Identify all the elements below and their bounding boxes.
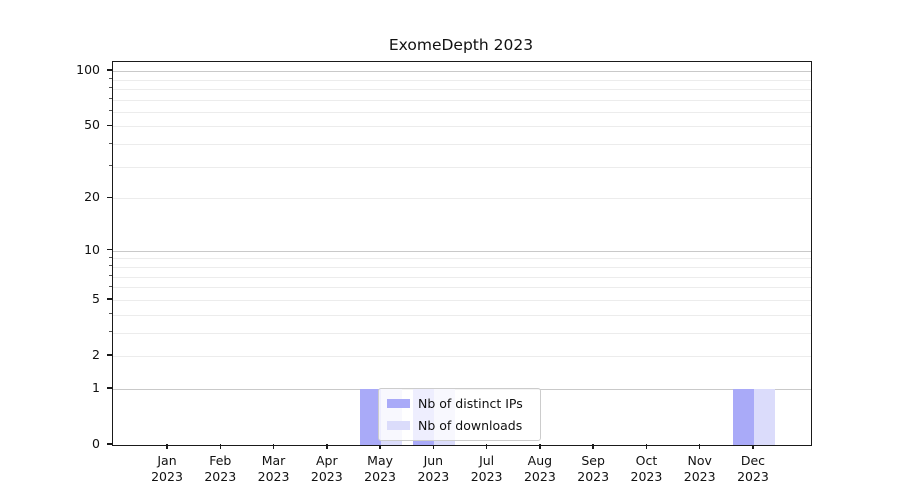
y-minor-tick-mark-90 [109,78,112,80]
gridline-minor [113,166,811,168]
gridline-minor [113,144,811,146]
legend-item-downloads: Nb of downloads [387,418,532,433]
gridline-minor [113,266,811,268]
gridline-50 [113,126,811,128]
gridline-100 [113,71,811,73]
y-minor-tick-mark-80 [109,87,112,89]
x-tick-mark-sep [592,444,594,449]
bar-distinct-ips-may [360,388,382,445]
x-tick-label-jan: Jan 2023 [151,453,183,484]
x-tick-label-oct: Oct 2023 [630,453,663,484]
legend-swatch-distinct-ips-icon [387,399,410,409]
y-tick-label-20: 20 [84,189,100,205]
x-tick-mark-oct [645,444,648,449]
chart-title: ExomeDepth 2023 [388,36,534,54]
gridline-minor [113,276,811,278]
y-tick-mark-2 [107,354,112,356]
x-tick-label-may: May 2023 [364,453,396,484]
x-tick-label-jun: Jun 2023 [417,453,450,484]
y-minor-tick-mark-7 [109,275,112,277]
bar-downloads-dec [753,388,775,445]
x-tick-label-jul: Jul 2023 [470,453,503,484]
y-tick-label-2: 2 [92,346,100,362]
bar-distinct-ips-dec [732,388,754,445]
x-tick-label-sep: Sep 2023 [577,453,610,484]
y-minor-tick-mark-6 [109,285,112,287]
gridline-minor [113,258,811,260]
y-tick-mark-5 [107,298,112,300]
y-tick-label-10: 10 [84,241,100,257]
x-tick-mark-jun [432,444,435,449]
legend-item-distinct-ips: Nb of distinct IPs [387,396,532,411]
y-minor-tick-mark-8 [109,265,112,267]
gridline-5 [113,299,811,301]
y-tick-label-0: 0 [92,436,100,451]
y-minor-tick-mark-30 [109,165,112,167]
y-tick-label-100: 100 [76,62,100,78]
gridline-20 [113,198,811,200]
gridline-minor [113,111,811,113]
x-tick-label-nov: Nov 2023 [683,453,716,484]
x-tick-mark-aug [539,444,541,449]
y-tick-mark-100 [107,69,112,71]
x-tick-label-aug: Aug 2023 [523,453,556,484]
x-tick-mark-mar [272,444,275,449]
y-tick-mark-20 [107,196,112,199]
legend-label-downloads: Nb of downloads [418,417,523,433]
x-tick-mark-may [379,444,381,449]
x-tick-mark-jan [166,444,168,449]
y-tick-label-5: 5 [92,290,100,306]
y-minor-tick-mark-4 [109,313,112,315]
y-minor-tick-mark-9 [109,256,112,258]
gridline-minor [113,314,811,316]
x-tick-mark-nov [699,444,701,449]
y-minor-tick-mark-70 [109,98,112,100]
x-tick-label-apr: Apr 2023 [310,453,343,484]
x-tick-label-mar: Mar 2023 [257,453,290,484]
gridline-2 [113,355,811,357]
x-tick-mark-jul [485,444,488,449]
y-tick-mark-1 [107,387,112,389]
legend-swatch-downloads-icon [387,420,410,430]
gridline-minor [113,99,811,101]
gridline-minor [113,287,811,289]
y-tick-mark-50 [107,124,112,127]
x-tick-label-dec: Dec 2023 [737,453,769,484]
gridline-10 [113,250,811,252]
x-tick-mark-dec [752,444,754,449]
y-minor-tick-mark-40 [109,142,112,144]
x-tick-label-feb: Feb 2023 [204,453,237,484]
legend: Nb of distinct IPs Nb of downloads [378,388,541,441]
gridline-minor [113,88,811,90]
y-tick-mark-0 [107,443,112,445]
gridline-minor [113,79,811,81]
y-tick-label-1: 1 [92,379,100,395]
y-minor-tick-mark-3 [109,331,112,333]
legend-label-distinct-ips: Nb of distinct IPs [418,396,523,412]
y-tick-label-50: 50 [84,117,100,133]
gridline-minor [113,332,811,334]
y-tick-mark-10 [107,249,112,251]
y-minor-tick-mark-60 [109,110,112,112]
x-tick-mark-apr [326,444,328,449]
x-tick-mark-feb [219,444,221,449]
